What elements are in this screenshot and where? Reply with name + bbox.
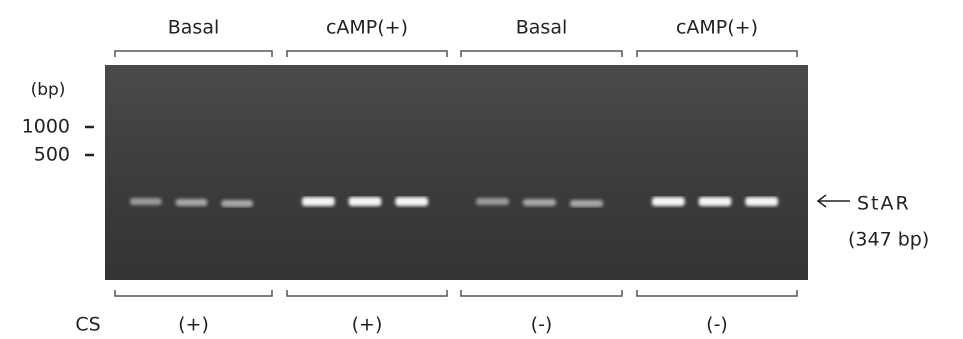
band <box>221 200 253 207</box>
group-label: Basal <box>168 17 220 39</box>
band <box>745 197 778 206</box>
cs-label: (-) <box>531 314 553 336</box>
band <box>570 200 603 207</box>
top-bracket <box>637 51 797 57</box>
band <box>302 197 335 206</box>
cs-label: (+) <box>352 314 383 336</box>
cs-label: (-) <box>706 314 728 336</box>
band <box>349 197 382 206</box>
band <box>476 198 509 205</box>
marker-label: 1000 <box>22 116 70 138</box>
gel <box>105 65 808 280</box>
cs-label: (+) <box>178 314 209 336</box>
marker-label: 500 <box>34 144 70 166</box>
top-bracket <box>115 51 272 57</box>
gel-figure: (bp) 1000 500 StAR (347 bp) CS Basal (+) c… <box>0 0 963 339</box>
band-name: StAR <box>857 193 911 215</box>
top-bracket <box>287 51 447 57</box>
band <box>523 199 556 206</box>
band-size: (347 bp) <box>848 229 929 251</box>
band-arrow <box>818 195 850 207</box>
bottom-bracket <box>461 290 622 296</box>
group-label: cAMP(+) <box>326 17 408 39</box>
row-label: CS <box>75 314 100 336</box>
band <box>130 198 162 205</box>
band <box>176 199 208 206</box>
bottom-bracket <box>637 290 797 296</box>
band <box>652 197 685 206</box>
top-bracket <box>461 51 622 57</box>
bottom-bracket <box>287 290 447 296</box>
marker-unit: (bp) <box>31 80 66 100</box>
group-label: Basal <box>516 17 568 39</box>
group-label: cAMP(+) <box>676 17 758 39</box>
band <box>395 197 428 206</box>
band <box>699 197 732 206</box>
bottom-bracket <box>115 290 272 296</box>
